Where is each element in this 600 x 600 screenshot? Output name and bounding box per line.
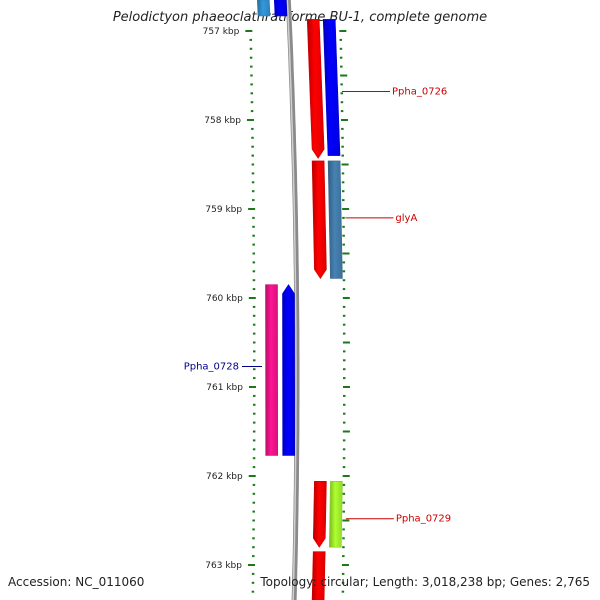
gene-feature	[306, 19, 325, 159]
scale-tick-label: 758 kbp	[204, 116, 241, 126]
gene-feature-ppha_0729	[328, 480, 343, 548]
scale-tick-label: 757 kbp	[203, 27, 240, 37]
scale-tick-label: 759 kbp	[205, 205, 242, 215]
gene-label: Ppha_0729	[396, 514, 451, 525]
gene-feature	[311, 160, 327, 279]
scale-tick-label: 760 kbp	[206, 294, 243, 304]
scale-tick-label: 762 kbp	[206, 472, 243, 482]
gene-feature	[311, 551, 326, 600]
gene-feature	[282, 284, 296, 456]
accession-label: Accession: NC_011060	[8, 575, 145, 589]
scale-tick-label: 763 kbp	[205, 561, 242, 571]
genome-title: Pelodictyon phaeoclathratiforme BU-1, co…	[112, 10, 488, 25]
genome-backbone	[285, 0, 300, 600]
genome-backbone-highlight	[286, 0, 297, 600]
gene-feature	[256, 0, 271, 17]
genome-stats: Topology: circular; Length: 3,018,238 bp…	[260, 575, 590, 589]
gene-feature	[273, 0, 288, 17]
gene-feature-ppha_0728	[265, 284, 279, 456]
gene-feature-ppha_0726	[322, 19, 341, 156]
gene-label: Ppha_0728	[184, 362, 239, 373]
scale-tick-label: 761 kbp	[206, 383, 243, 393]
gene-feature-glya	[327, 160, 343, 279]
gene-feature	[312, 480, 327, 548]
gene-label: Ppha_0726	[392, 87, 447, 98]
gene-label: glyA	[395, 213, 417, 224]
